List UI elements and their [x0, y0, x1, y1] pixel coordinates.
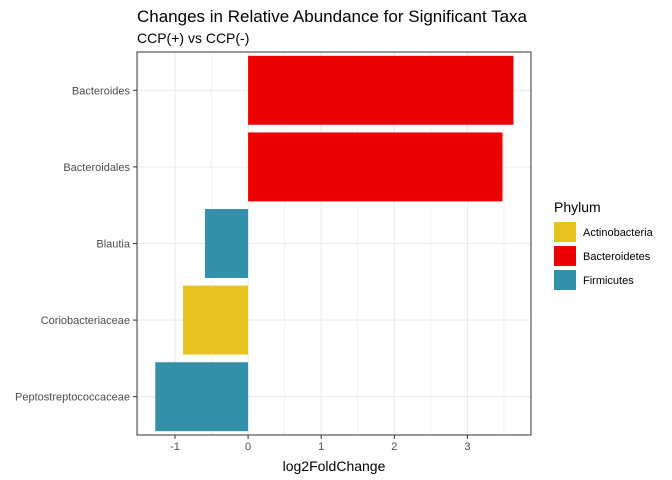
- x-tick-label: 2: [391, 441, 397, 453]
- x-tick-label: 3: [464, 441, 470, 453]
- legend-key: [554, 246, 576, 266]
- y-tick-label: Coriobacteriaceae: [41, 315, 130, 327]
- legend-key: [554, 270, 576, 290]
- y-tick-label: Bacteroidales: [63, 162, 130, 174]
- x-tick-label: 1: [318, 441, 324, 453]
- x-tick-label: -1: [170, 441, 180, 453]
- bars: [155, 55, 514, 432]
- y-tick-label: Peptostreptococcaceae: [15, 392, 130, 404]
- legend-title: Phylum: [554, 199, 601, 215]
- legend-label: Firmicutes: [583, 275, 634, 287]
- y-tick-label: Bacteroides: [72, 85, 131, 97]
- x-tick-label: 0: [245, 441, 251, 453]
- legend-key: [554, 222, 576, 242]
- axes: -1 0 1 2 3 Bacteroides Bacteroidales Blautia Cor…: [15, 85, 470, 453]
- legend-label: Bacteroidetes: [583, 251, 651, 263]
- bar-peptostreptococcaceae: [155, 362, 249, 432]
- legend: Actinobacteria Bacteroidetes Firmicutes: [554, 222, 654, 290]
- x-axis-title: log2FoldChange: [283, 458, 386, 474]
- chart-subtitle: CCP(+) vs CCP(-): [137, 30, 249, 46]
- bar-blautia: [204, 209, 249, 278]
- y-tick-label: Blautia: [96, 239, 131, 251]
- legend-label: Actinobacteria: [583, 227, 654, 239]
- bar-bacteroides: [248, 55, 514, 125]
- chart-title: Changes in Relative Abundance for Signif…: [137, 7, 528, 26]
- bar-coriobacteriaceae: [183, 285, 249, 355]
- bar-bacteroidales: [248, 132, 503, 202]
